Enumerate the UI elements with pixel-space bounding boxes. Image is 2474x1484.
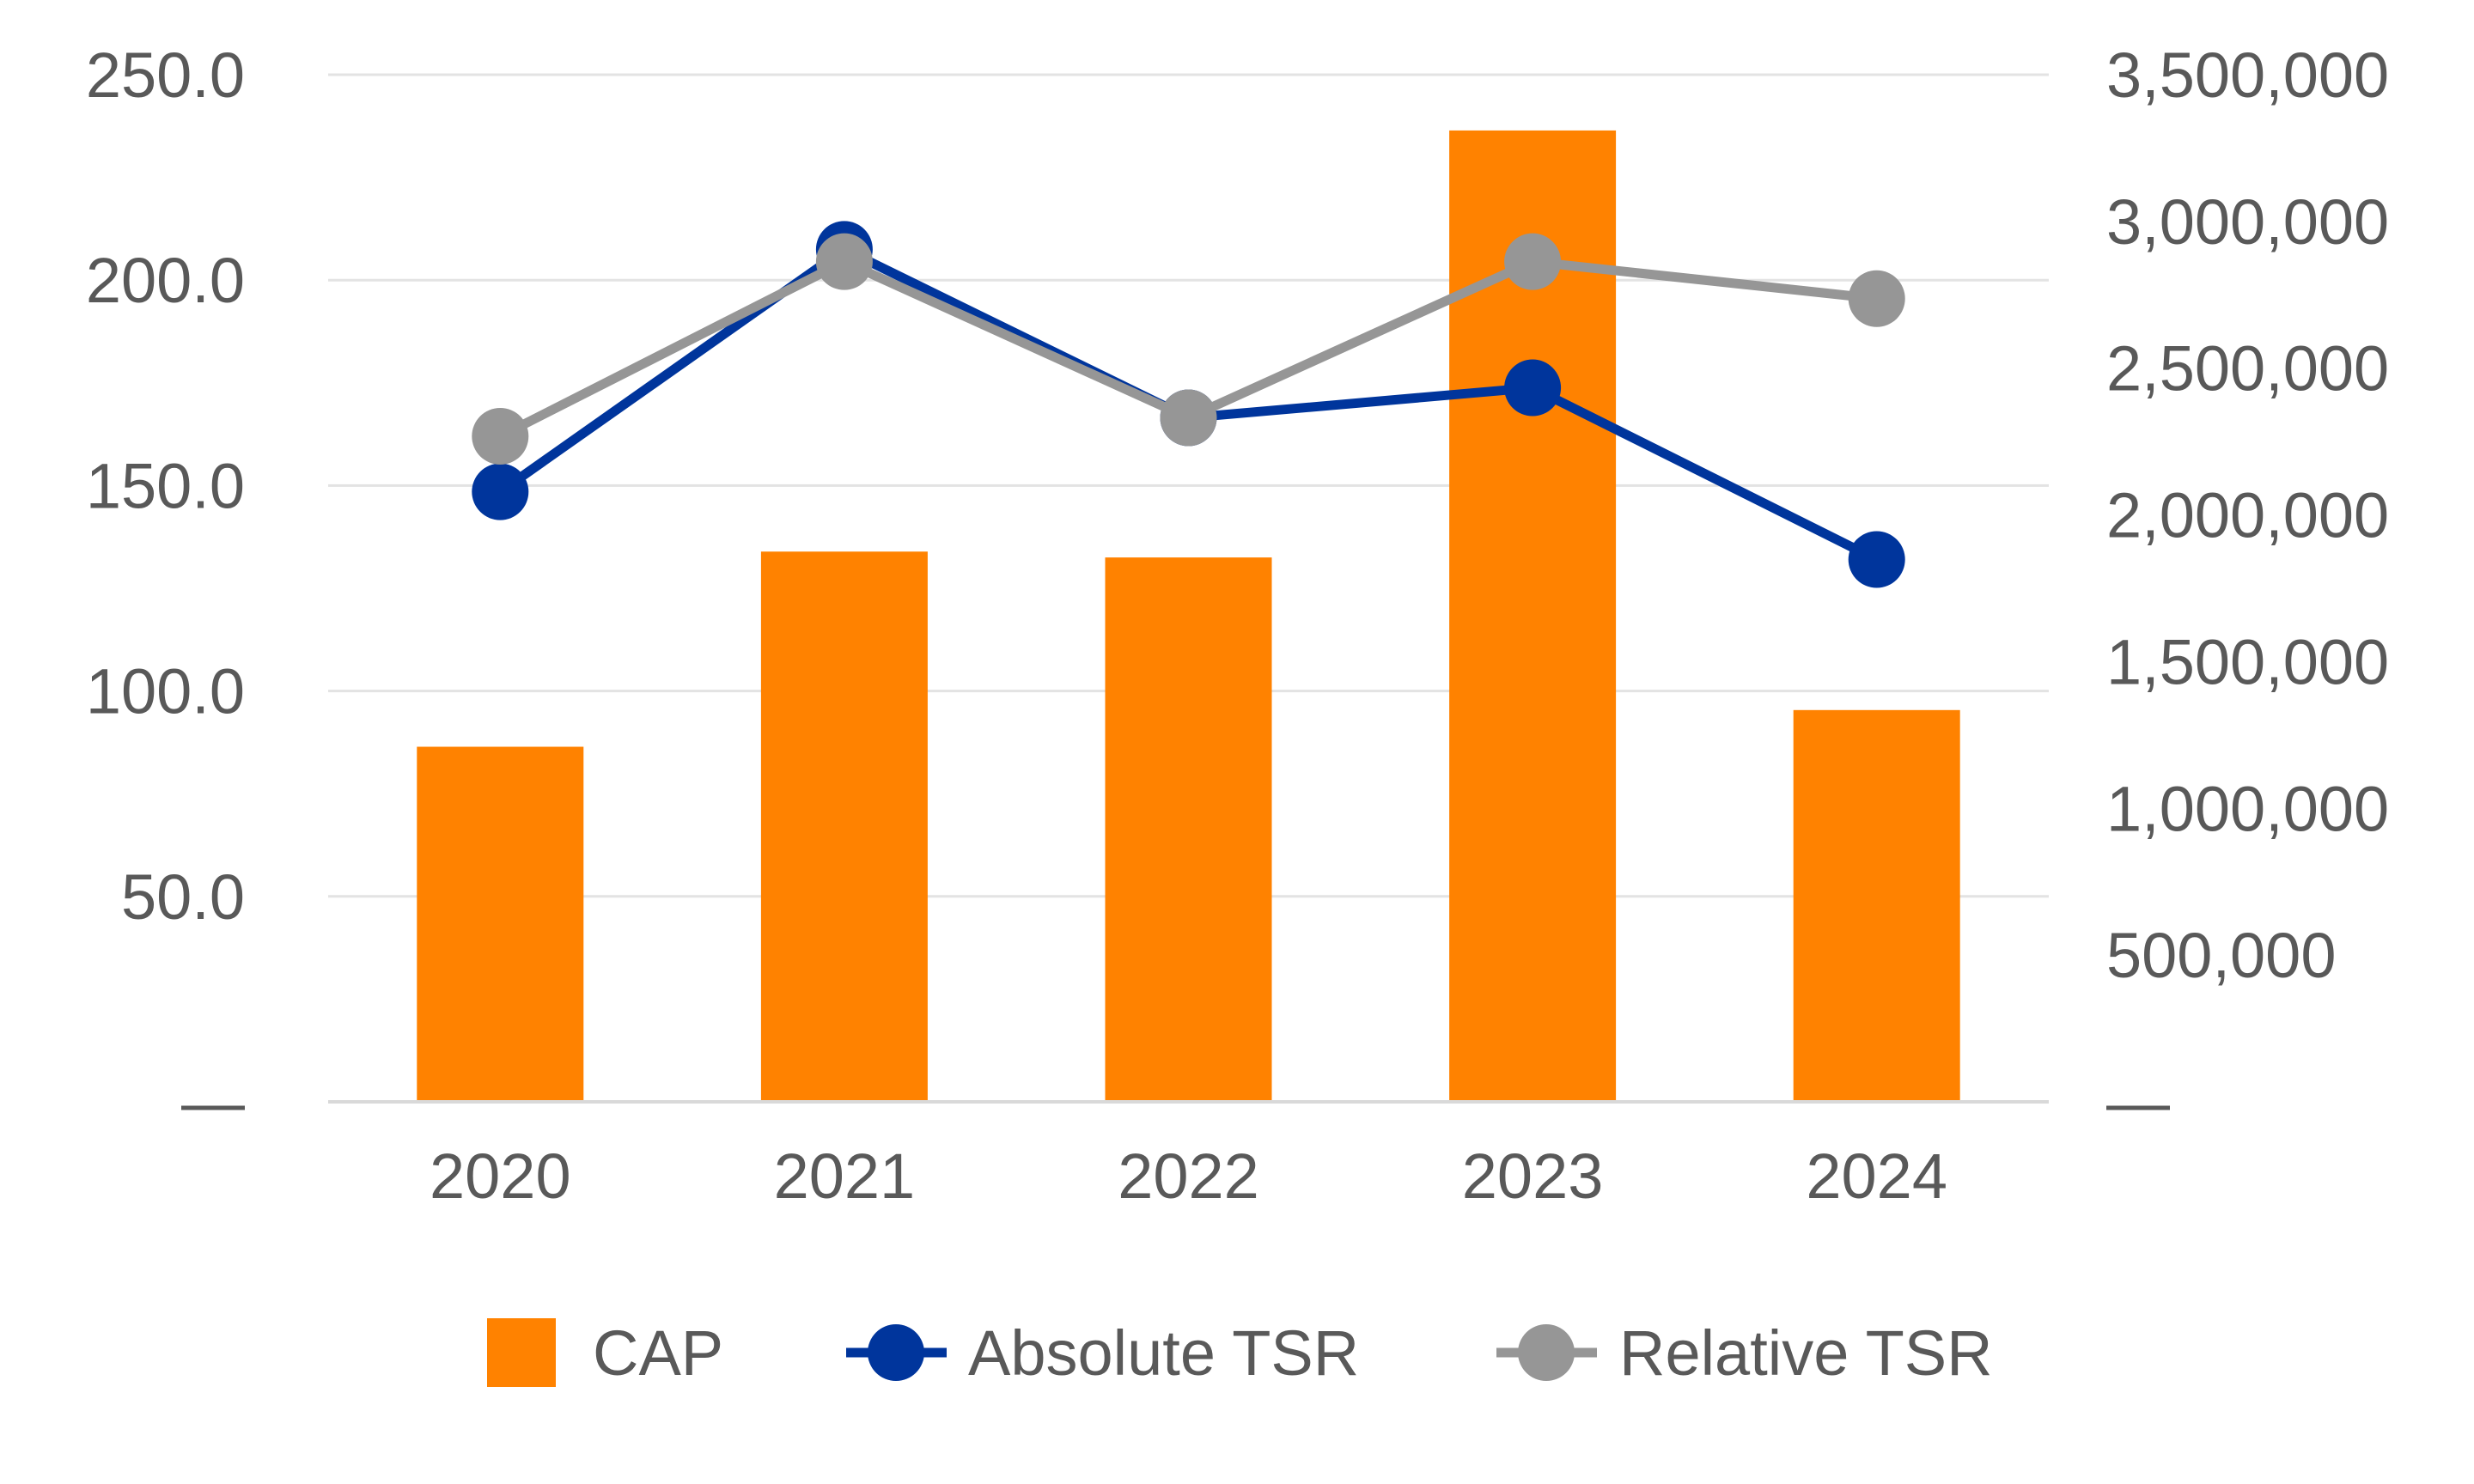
right-axis-tick-label: 2,000,000 bbox=[2106, 480, 2389, 551]
absolute-tsr-point bbox=[1848, 531, 1905, 588]
legend-relative-tsr-marker bbox=[1518, 1324, 1575, 1381]
legend-cap-label: CAP bbox=[593, 1317, 723, 1389]
relative-tsr-point bbox=[472, 407, 529, 465]
cap-bars bbox=[417, 130, 1960, 1100]
right-axis-tick-label: 500,000 bbox=[2106, 920, 2337, 991]
x-axis-tick-label: 2020 bbox=[430, 1140, 571, 1212]
right-axis: — 500,000 1,000,000 1,500,000 2,000,000 2,500… bbox=[2106, 40, 2389, 1138]
x-axis-tick-label: 2024 bbox=[1806, 1140, 1947, 1212]
right-axis-tick-label: 3,000,000 bbox=[2106, 186, 2389, 258]
x-axis-tick-label: 2022 bbox=[1118, 1140, 1259, 1212]
left-axis-tick-label: — bbox=[181, 1067, 245, 1138]
legend-absolute-tsr-marker bbox=[868, 1324, 924, 1381]
cap-bar bbox=[760, 551, 928, 1100]
left-axis: — 50.0 100.0 150.0 200.0 250.0 bbox=[86, 40, 245, 1138]
legend-absolute-tsr-label: Absolute TSR bbox=[968, 1317, 1359, 1389]
absolute-tsr-point bbox=[472, 463, 529, 520]
left-axis-tick-label: 100.0 bbox=[86, 656, 245, 727]
right-axis-tick-label: 3,500,000 bbox=[2106, 40, 2389, 111]
cap-bar bbox=[1105, 557, 1272, 1100]
relative-tsr-point bbox=[1504, 233, 1562, 290]
tsr-lines bbox=[472, 221, 1905, 588]
legend-cap-swatch bbox=[487, 1318, 556, 1387]
left-axis-tick-label: 50.0 bbox=[121, 861, 245, 933]
legend: CAP Absolute TSR Relative TSR bbox=[487, 1317, 1993, 1389]
relative-tsr-point bbox=[1848, 270, 1905, 327]
x-axis-tick-label: 2023 bbox=[1462, 1140, 1604, 1212]
relative-tsr-point bbox=[1160, 389, 1217, 447]
x-axis-tick-label: 2021 bbox=[774, 1140, 916, 1212]
x-axis: 2020 2021 2022 2023 2024 bbox=[430, 1140, 1947, 1212]
legend-relative-tsr-label: Relative TSR bbox=[1619, 1317, 1993, 1389]
right-axis-tick-label: 2,500,000 bbox=[2106, 333, 2389, 404]
right-axis-tick-label: 1,500,000 bbox=[2106, 626, 2389, 697]
cap-bar bbox=[1793, 709, 1960, 1100]
left-axis-tick-label: 150.0 bbox=[86, 450, 245, 521]
absolute-tsr-point bbox=[1504, 359, 1562, 417]
left-axis-tick-label: 250.0 bbox=[86, 40, 245, 111]
cap-bar bbox=[1449, 130, 1617, 1100]
right-axis-tick-label: — bbox=[2106, 1067, 2170, 1138]
right-axis-tick-label: 1,000,000 bbox=[2106, 773, 2389, 844]
relative-tsr-point bbox=[815, 233, 873, 290]
cap-bar bbox=[417, 746, 584, 1100]
left-axis-tick-label: 200.0 bbox=[86, 245, 245, 316]
